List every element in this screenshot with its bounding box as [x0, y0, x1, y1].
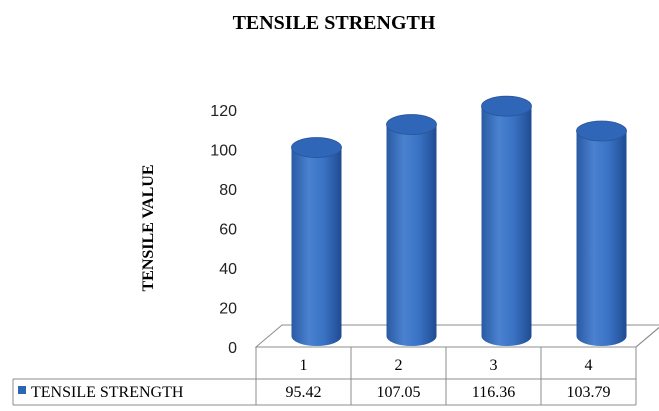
bar-body	[386, 124, 437, 346]
bar	[481, 95, 532, 347]
data-table: 1 2 3 4 TENSILE STRENGTH 95.42 107.05 116.36 103…	[12, 326, 659, 406]
x-tick-label: 2	[395, 357, 403, 374]
bar	[291, 137, 342, 347]
bar-top	[576, 120, 627, 142]
bar-top	[481, 95, 532, 117]
plot-area	[254, 95, 659, 348]
y-tick-label: 120	[210, 103, 237, 120]
x-tick-label: 4	[585, 357, 593, 374]
data-label: 103.79	[567, 384, 611, 401]
data-label: 95.42	[286, 384, 322, 401]
data-label: 107.05	[377, 384, 421, 401]
bar-body	[291, 147, 342, 347]
bar	[386, 114, 437, 346]
y-tick-label: 40	[219, 261, 237, 278]
data-label: 116.36	[472, 384, 515, 401]
bar-top	[386, 114, 437, 135]
y-tick-label: 60	[219, 222, 237, 239]
bar-body	[576, 131, 627, 347]
legend-key	[18, 386, 26, 394]
y-axis-label: TENSILE VALUE	[140, 164, 157, 291]
bar-top	[291, 137, 342, 158]
legend-label: TENSILE STRENGTH	[31, 384, 184, 401]
x-tick-label: 3	[490, 357, 498, 374]
table-line	[635, 326, 659, 348]
y-tick-label: 80	[219, 182, 237, 199]
x-tick-label: 1	[300, 357, 308, 374]
y-tick-label: 20	[219, 301, 237, 318]
bar	[576, 120, 627, 347]
y-tick-label: 0	[228, 340, 237, 357]
chart-title: TENSILE STRENGTH	[233, 12, 436, 34]
bar-body	[481, 106, 532, 347]
y-tick-label: 100	[210, 143, 237, 160]
y-axis: 0 20 40 60 80 100 120	[210, 103, 237, 357]
